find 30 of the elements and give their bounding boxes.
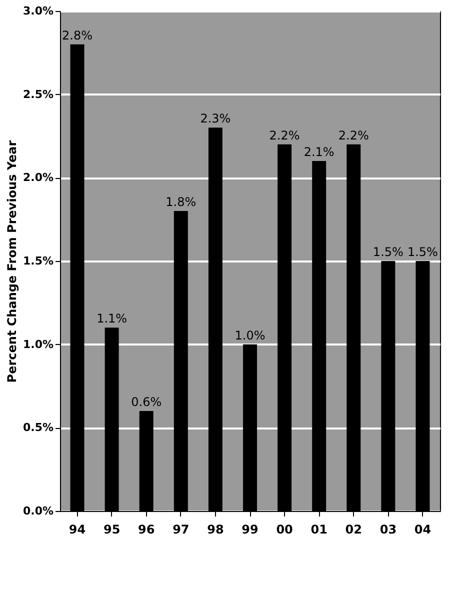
data-label: 1.1% [96, 312, 128, 326]
x-tick-label: 94 [68, 522, 86, 536]
data-label: 2.2% [269, 128, 300, 142]
data-label: 2.8% [62, 28, 93, 42]
y-tick-label: 1.5% [22, 254, 54, 268]
data-label: 1.8% [166, 195, 196, 209]
data-label: 0.6% [131, 395, 162, 409]
x-tick-label: 99 [242, 522, 258, 536]
data-label: 1.0% [234, 328, 266, 342]
x-tick-label: 03 [380, 522, 397, 536]
y-tick-label: 0.0% [22, 504, 54, 518]
x-tick-label: 96 [138, 522, 155, 536]
x-tick-label: 02 [345, 522, 362, 536]
y-tick-label: 3.0% [22, 4, 54, 18]
y-tick-label: 0.5% [22, 421, 54, 434]
data-label: 2.2% [338, 128, 369, 142]
y-tick-label: 2.0% [22, 171, 54, 184]
x-tick-label: 95 [103, 522, 120, 536]
x-tick-label: 00 [276, 522, 293, 536]
data-label: 2.3% [200, 112, 231, 126]
y-tick-label: 1.0% [22, 338, 54, 351]
x-tick-label: 04 [414, 522, 432, 536]
x-tick-label: 01 [310, 522, 328, 536]
y-tick-label: 2.5% [22, 88, 54, 101]
data-label: 1.5% [407, 245, 438, 259]
x-tick-label: 98 [207, 522, 224, 536]
x-tick-label: 97 [172, 522, 190, 536]
y-axis-title: Percent Change From Previous Year [4, 140, 19, 383]
data-label: 2.1% [304, 145, 334, 159]
data-label: 1.5% [372, 245, 404, 259]
